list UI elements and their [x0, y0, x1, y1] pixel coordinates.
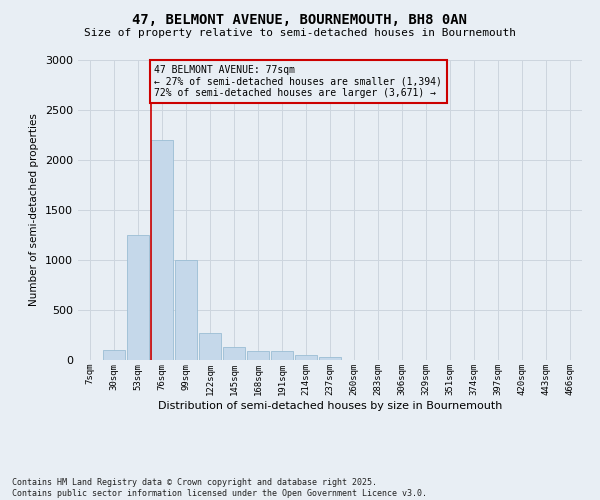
Bar — [151, 140, 173, 360]
Bar — [247, 351, 269, 360]
Text: 47 BELMONT AVENUE: 77sqm
← 27% of semi-detached houses are smaller (1,394)
72% o: 47 BELMONT AVENUE: 77sqm ← 27% of semi-d… — [154, 65, 442, 98]
Y-axis label: Number of semi-detached properties: Number of semi-detached properties — [29, 114, 40, 306]
Bar — [199, 333, 221, 360]
Bar — [127, 235, 149, 360]
Bar — [175, 260, 197, 360]
Bar — [223, 347, 245, 360]
Text: Contains HM Land Registry data © Crown copyright and database right 2025.
Contai: Contains HM Land Registry data © Crown c… — [12, 478, 427, 498]
Bar — [319, 357, 341, 360]
Text: Size of property relative to semi-detached houses in Bournemouth: Size of property relative to semi-detach… — [84, 28, 516, 38]
X-axis label: Distribution of semi-detached houses by size in Bournemouth: Distribution of semi-detached houses by … — [158, 400, 502, 410]
Text: 47, BELMONT AVENUE, BOURNEMOUTH, BH8 0AN: 47, BELMONT AVENUE, BOURNEMOUTH, BH8 0AN — [133, 12, 467, 26]
Bar — [103, 350, 125, 360]
Bar — [295, 355, 317, 360]
Bar — [271, 351, 293, 360]
